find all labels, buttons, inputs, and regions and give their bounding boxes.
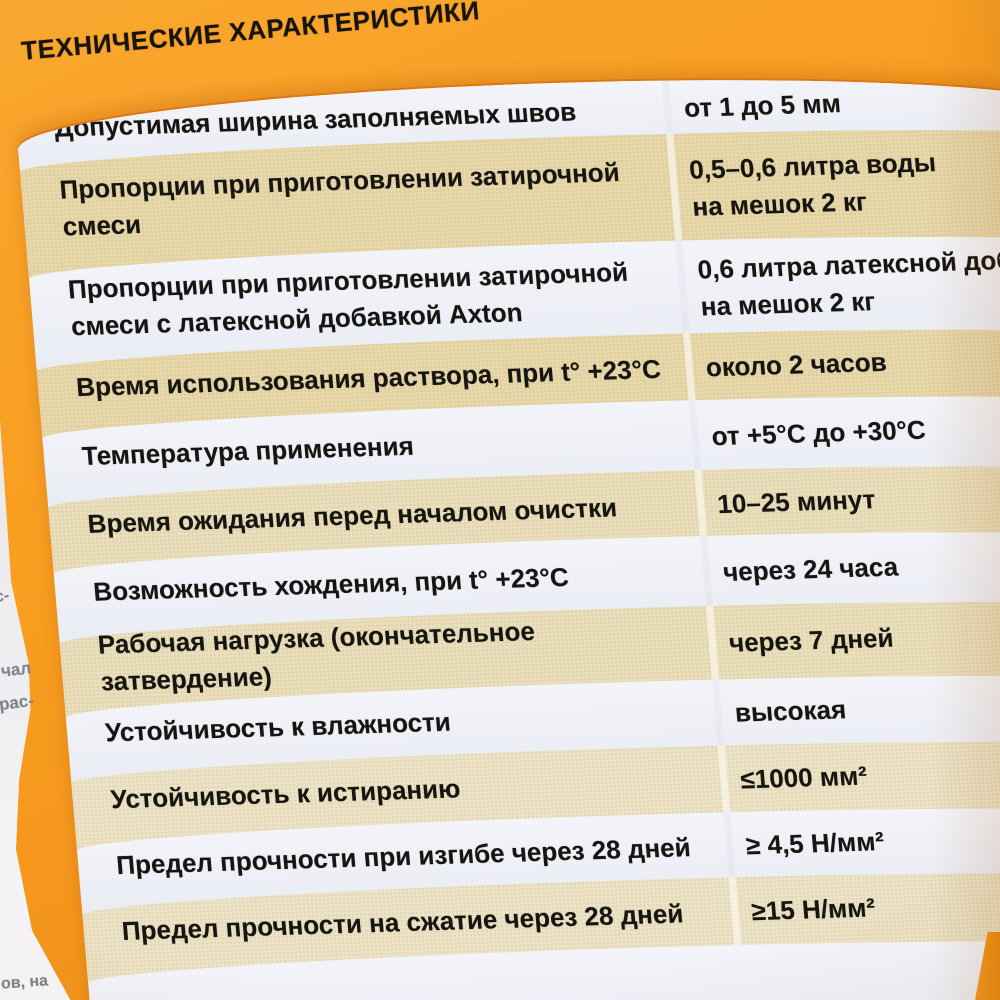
spec-value: через 24 часа	[721, 551, 900, 587]
edge-text-fragment: ов, на	[0, 972, 49, 993]
spec-panel: Допустимая ширина заполняемых швов от 1 д…	[14, 66, 1000, 1000]
spec-label: Устойчивость к истиранию	[109, 773, 462, 815]
spec-label: Пропорции при приготовлении затирочной с…	[58, 156, 621, 242]
spec-label: Температура применения	[80, 430, 415, 471]
edge-text-fragment: рас-	[0, 690, 35, 715]
spec-value: высокая	[733, 694, 848, 728]
spec-value: через 7 дней	[727, 623, 895, 659]
spec-label: Время использования раствора, при t° +23…	[74, 353, 662, 403]
edge-text-fragment: чал	[0, 658, 33, 681]
spec-label: Предел прочности на сжатие через 28 дней	[120, 898, 685, 947]
spec-label: Устойчивость к влажности	[103, 706, 452, 748]
spec-table: Допустимая ширина заполняемых швов от 1 д…	[14, 66, 1000, 1000]
spec-label: Предел прочности при изгибе через 28 дне…	[115, 832, 692, 880]
spec-label: Возможность хождения, при t° +23°C	[92, 561, 570, 607]
spec-value: ≤1000 мм²	[739, 760, 869, 795]
spec-value: ≥15 Н/мм²	[750, 892, 877, 927]
spec-value: 0,6 литра латексной добавки на мешок 2 к…	[696, 242, 1000, 321]
spec-label: Время ожидания перед началом очистки	[86, 491, 619, 539]
spec-value: от 1 до 5 мм	[682, 87, 842, 123]
section-title: ТЕХНИЧЕСКИЕ ХАРАКТЕРИСТИКИ	[20, 0, 481, 66]
spec-value: ≥ 4,5 Н/мм²	[744, 825, 886, 861]
spec-value: 10–25 минут	[716, 483, 877, 519]
spec-value: около 2 часов	[704, 346, 888, 383]
spec-label: Пропорции при приготовлении затирочной с…	[66, 256, 630, 341]
spec-value: от +5°C до +30°C	[710, 414, 927, 451]
spec-value: 0,5–0,6 литра воды на мешок 2 кг	[688, 146, 938, 222]
